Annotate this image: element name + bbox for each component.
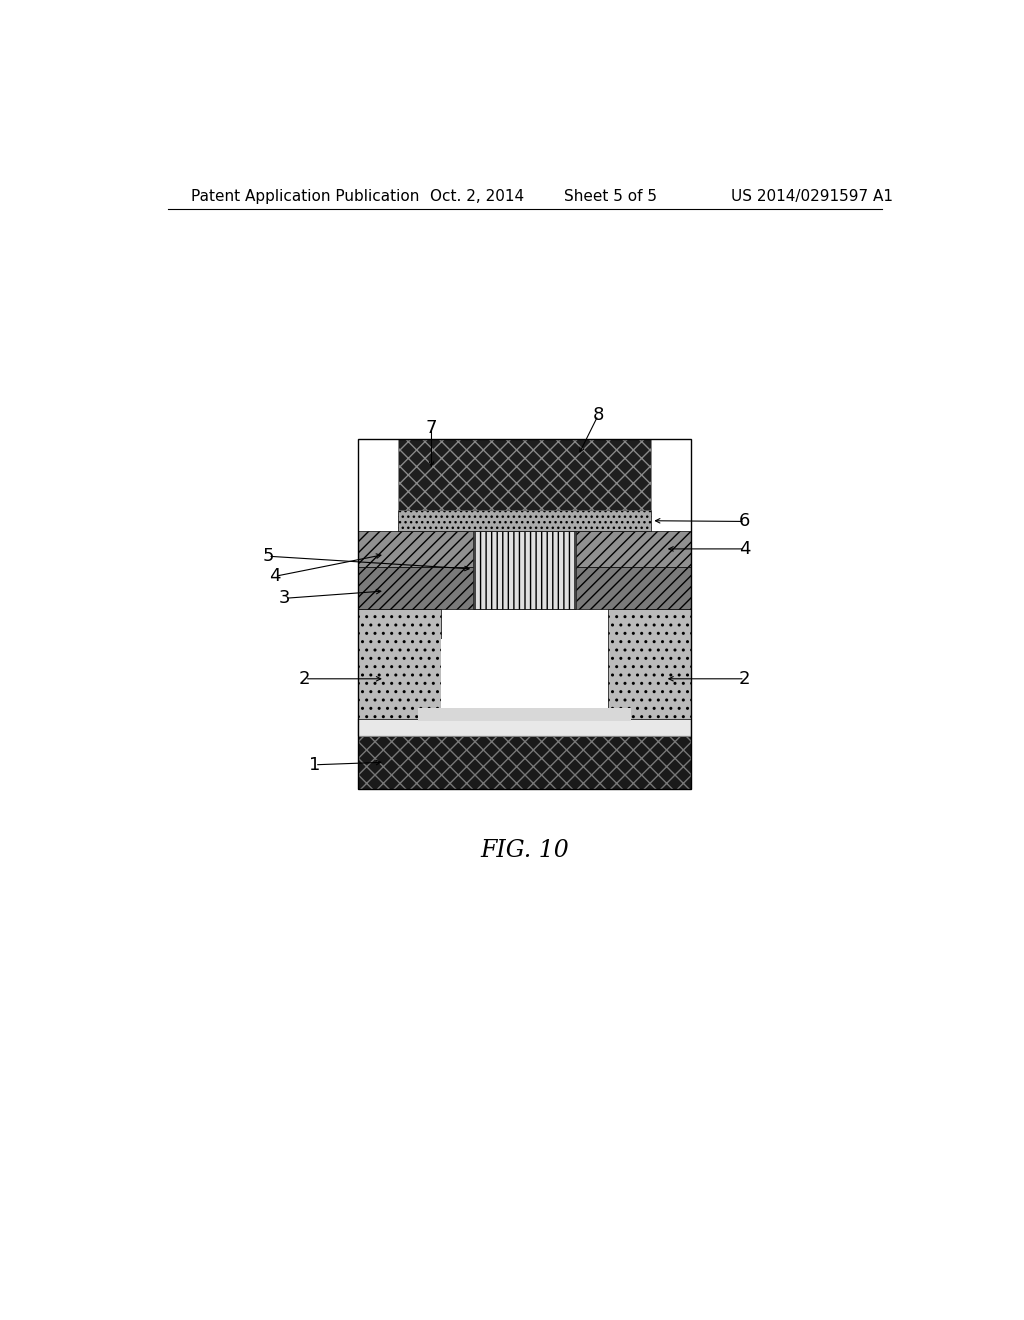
Bar: [358, 531, 691, 568]
Bar: [398, 440, 651, 511]
Text: 5: 5: [262, 548, 273, 565]
Text: Sheet 5 of 5: Sheet 5 of 5: [564, 189, 657, 203]
Text: 4: 4: [269, 568, 281, 585]
Text: 4: 4: [739, 540, 751, 558]
Bar: [358, 440, 691, 788]
Text: 3: 3: [280, 589, 291, 607]
Text: US 2014/0291597 A1: US 2014/0291597 A1: [731, 189, 893, 203]
Text: 8: 8: [593, 407, 604, 424]
Text: FIG. 10: FIG. 10: [480, 840, 569, 862]
Text: Patent Application Publication: Patent Application Publication: [191, 189, 420, 203]
Text: 2: 2: [739, 669, 751, 688]
Bar: [398, 511, 651, 531]
Bar: [608, 610, 691, 719]
Text: Oct. 2, 2014: Oct. 2, 2014: [430, 189, 523, 203]
Text: 1: 1: [309, 756, 321, 774]
Bar: [358, 610, 441, 719]
Bar: [358, 719, 691, 735]
Text: 7: 7: [426, 420, 437, 437]
Bar: [418, 708, 632, 721]
Bar: [473, 531, 577, 610]
Bar: [441, 639, 608, 711]
Text: 6: 6: [739, 512, 751, 531]
Bar: [358, 735, 691, 788]
Text: 2: 2: [299, 669, 310, 688]
Bar: [358, 568, 691, 610]
